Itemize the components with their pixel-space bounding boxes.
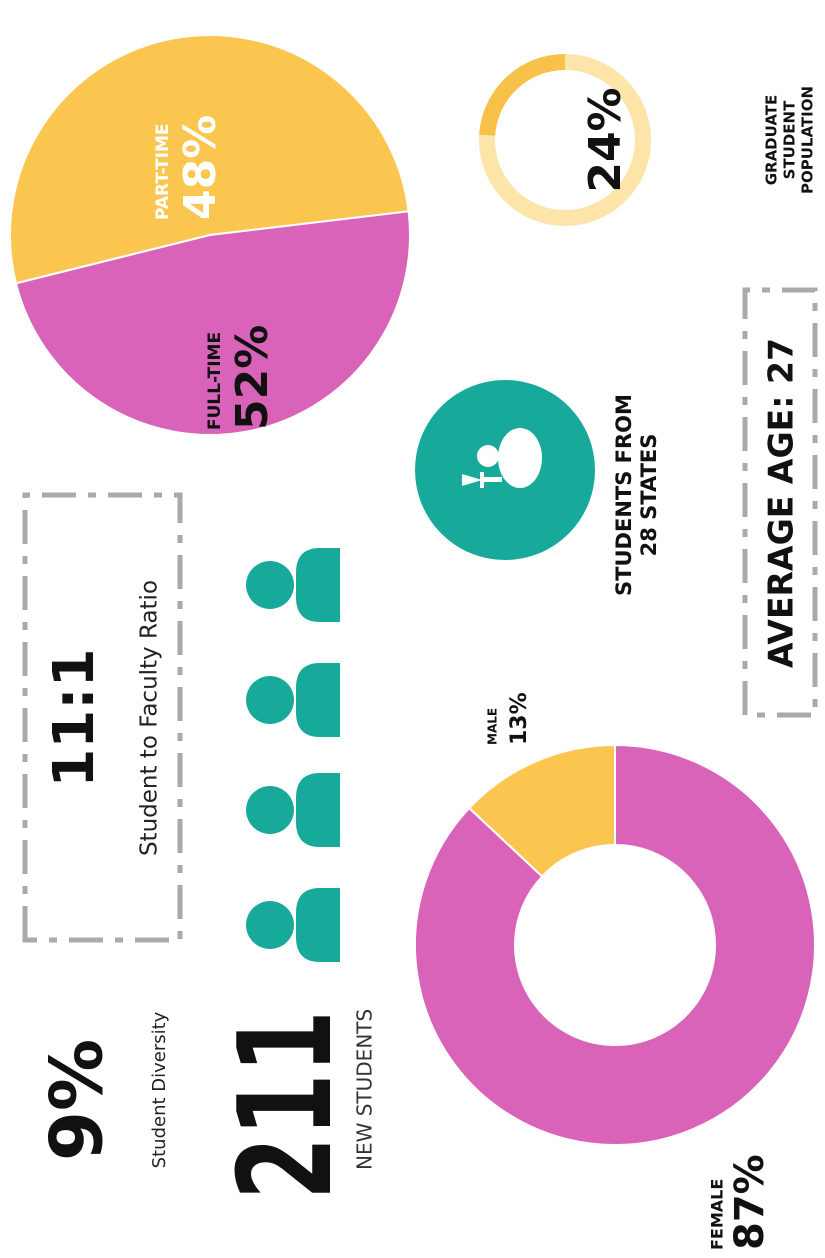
gender-donut: MALE 13% FEMALE 87%	[414, 692, 816, 1250]
diversity-label: Student Diversity	[149, 1011, 170, 1168]
slice-label: FEMALE	[708, 1179, 727, 1250]
slice	[414, 743, 816, 1146]
liberty-icon	[462, 428, 542, 488]
person-body	[296, 548, 340, 622]
new-students-value: 211	[212, 1010, 361, 1200]
slice-value: 52%	[227, 325, 278, 430]
diversity-value: 9%	[35, 1039, 119, 1161]
people-icons	[246, 548, 340, 962]
donut-label: STUDENT	[781, 100, 799, 179]
slice-value: 48%	[175, 115, 226, 220]
person-head	[246, 561, 294, 609]
person-body	[296, 773, 340, 847]
new-students-label: NEW STUDENTS	[353, 1009, 377, 1170]
ratio-label: Student to Faculty Ratio	[137, 580, 163, 856]
donut-arc	[479, 54, 565, 136]
states-line: STUDENTS FROM	[612, 394, 636, 596]
slice-label: MALE	[486, 708, 500, 745]
slice-value: 13%	[507, 692, 532, 745]
states-line: 28 STATES	[637, 434, 661, 557]
person-body	[296, 663, 340, 737]
person-head	[246, 901, 294, 949]
enrollment-pie: FULL-TIME 52% PART-TIME 48%	[9, 34, 411, 436]
ratio-value: 11:1	[42, 648, 107, 787]
rotated-layer: 9% Student Diversity 211 NEW STUDENTS 11…	[9, 34, 818, 1250]
donut-label: POPULATION	[799, 86, 817, 194]
slice-value: 87%	[727, 1154, 773, 1250]
slice	[9, 34, 410, 285]
graduate-donut: 24% GRADUATE STUDENT POPULATION	[479, 54, 817, 226]
person-head	[246, 676, 294, 724]
slice	[14, 210, 411, 436]
slice-label: FULL-TIME	[205, 332, 225, 430]
slice-label: PART-TIME	[153, 124, 173, 221]
person-body	[296, 888, 340, 962]
donut-label: GRADUATE	[763, 95, 781, 186]
average-age: AVERAGE AGE: 27	[762, 338, 802, 668]
age-box	[742, 287, 818, 718]
ratio-box	[22, 492, 183, 943]
person-head	[246, 786, 294, 834]
donut-value: 24%	[580, 87, 631, 192]
